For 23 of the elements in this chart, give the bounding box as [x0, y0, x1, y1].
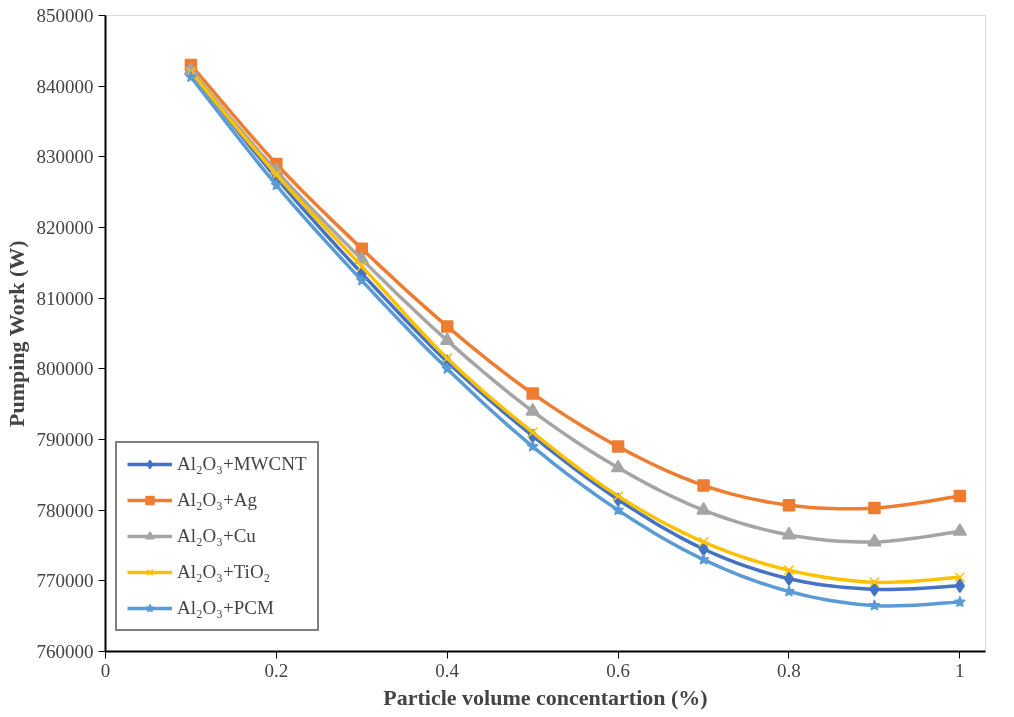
y-tick-label: 830000 [36, 146, 94, 168]
legend-label: Al₂O₃+Ag [177, 489, 257, 511]
y-tick-label: 770000 [36, 570, 94, 592]
x-axis-title: Particle volume concentartion (%) [383, 684, 708, 710]
y-tick-label: 780000 [36, 499, 94, 521]
x-tick-label: 0.8 [777, 659, 801, 681]
x-tick-label: 0 [100, 659, 111, 681]
legend-label: Al₂O₃+MWCNT [177, 453, 307, 475]
y-tick-label: 850000 [36, 5, 94, 26]
y-tick-label: 820000 [36, 217, 94, 238]
legend-label: Al₂O₃+Cu [177, 525, 256, 547]
y-tick-label: 810000 [36, 287, 94, 309]
y-tick-label: 840000 [36, 75, 94, 97]
x-tick-label: 0.6 [606, 659, 630, 681]
y-tick-label: 800000 [36, 358, 94, 380]
x-tick-label: 0.4 [435, 659, 460, 681]
legend-label: Al₂O₃+TiO₂ [177, 561, 271, 583]
y-tick-label: 790000 [36, 429, 94, 450]
y-tick-label: 760000 [36, 641, 94, 662]
x-tick-label: 0.2 [264, 659, 289, 681]
x-tick-label: 1 [955, 659, 965, 681]
legend-label: Al₂O₃+PCM [177, 597, 274, 619]
y-axis-title: Pumping Work (W) [3, 240, 29, 428]
